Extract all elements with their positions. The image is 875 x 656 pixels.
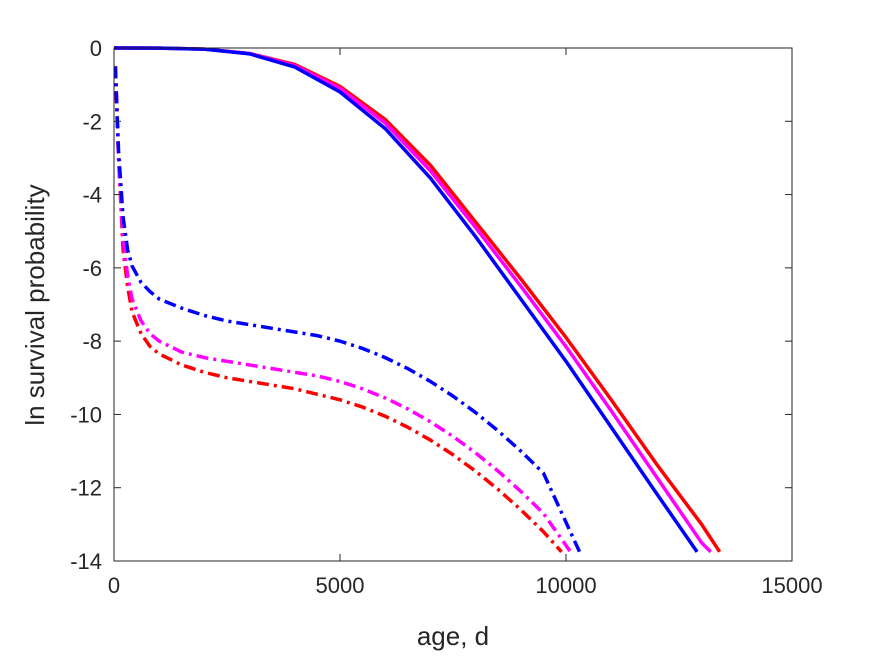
y-tick-label: 0 — [90, 36, 102, 61]
labels-layer: age, d ln survival probability — [20, 184, 489, 651]
plot-background — [114, 48, 792, 561]
y-tick-label: -12 — [70, 476, 102, 501]
x-tick-label: 0 — [108, 573, 120, 598]
y-tick-label: -10 — [70, 402, 102, 427]
y-axis-label: ln survival probability — [20, 184, 50, 425]
series-line-3-solid — [114, 46, 699, 553]
series-line-4-dashdot — [114, 66, 563, 554]
axes-box — [113, 47, 793, 562]
series-layer — [114, 46, 722, 554]
series-line-6-dashdot — [114, 66, 582, 553]
y-tick-label: -14 — [70, 549, 102, 574]
axes-layer: 0 5000 10000 15000 0 -2 -4 -6 -8 -10 -12 -14 — [70, 36, 822, 598]
plot-area — [114, 48, 792, 561]
x-axis-label: age, d — [417, 621, 489, 651]
x-tick-label: 15000 — [761, 573, 822, 598]
y-tick-label: -2 — [82, 109, 102, 134]
y-tick-label: -4 — [82, 183, 102, 208]
x-tick-label: 10000 — [535, 573, 596, 598]
y-tick-label: -8 — [82, 329, 102, 354]
x-tick-label: 5000 — [316, 573, 365, 598]
y-tick-label: -6 — [82, 256, 102, 281]
